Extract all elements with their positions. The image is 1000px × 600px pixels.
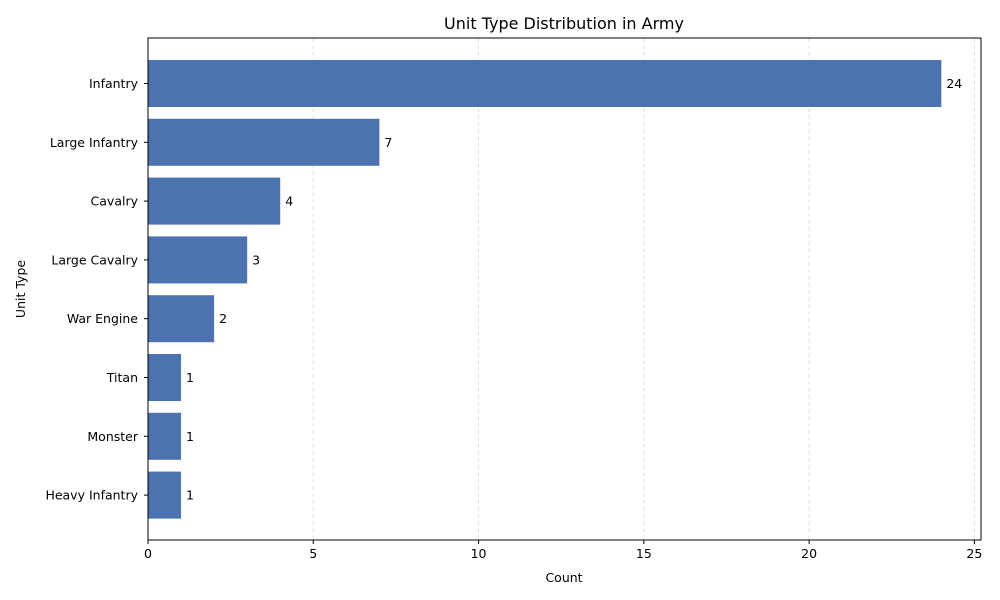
- data-label-5: 1: [186, 370, 194, 385]
- bar-0: [148, 60, 942, 107]
- x-tick-label-5: 25: [966, 546, 982, 561]
- x-tick-label-1: 5: [309, 546, 317, 561]
- x-tick-label-0: 0: [144, 546, 152, 561]
- y-tick-label-4: War Engine: [67, 311, 138, 326]
- x-axis-label: Count: [545, 570, 582, 585]
- y-tick-label-1: Large Infantry: [50, 135, 139, 150]
- data-label-7: 1: [186, 488, 194, 503]
- x-tick-label-3: 15: [636, 546, 652, 561]
- bar-7: [148, 471, 182, 519]
- data-label-4: 2: [219, 311, 227, 326]
- y-tick-label-2: Cavalry: [91, 194, 139, 209]
- y-tick-label-5: Titan: [106, 370, 138, 385]
- data-label-3: 3: [252, 252, 260, 267]
- bar-2: [148, 177, 281, 225]
- x-tick-label-4: 20: [801, 546, 817, 561]
- labels: 24 Infantry 7 Large Infantry 4 Cavalry 3 Large …: [45, 76, 982, 561]
- y-axis-label: Unit Type: [13, 260, 28, 318]
- bar-4: [148, 295, 215, 343]
- gridlines: [147, 38, 975, 540]
- data-label-1: 7: [384, 135, 392, 150]
- y-tick-label-0: Infantry: [89, 76, 139, 91]
- data-label-0: 24: [946, 76, 962, 91]
- bar-5: [148, 354, 182, 401]
- plot-frame: [147, 37, 982, 541]
- data-label-6: 1: [186, 429, 194, 444]
- y-tick-label-7: Heavy Infantry: [45, 488, 138, 503]
- x-tick-label-2: 10: [471, 546, 487, 561]
- axes: [144, 37, 982, 544]
- bars: [148, 60, 942, 519]
- chart-title: Unit Type Distribution in Army: [444, 14, 684, 33]
- y-tick-label-3: Large Cavalry: [51, 252, 138, 267]
- bar-3: [148, 236, 248, 284]
- bar-6: [148, 412, 182, 460]
- data-label-2: 4: [285, 194, 293, 209]
- bar-1: [148, 118, 380, 166]
- y-tick-label-6: Monster: [87, 429, 138, 444]
